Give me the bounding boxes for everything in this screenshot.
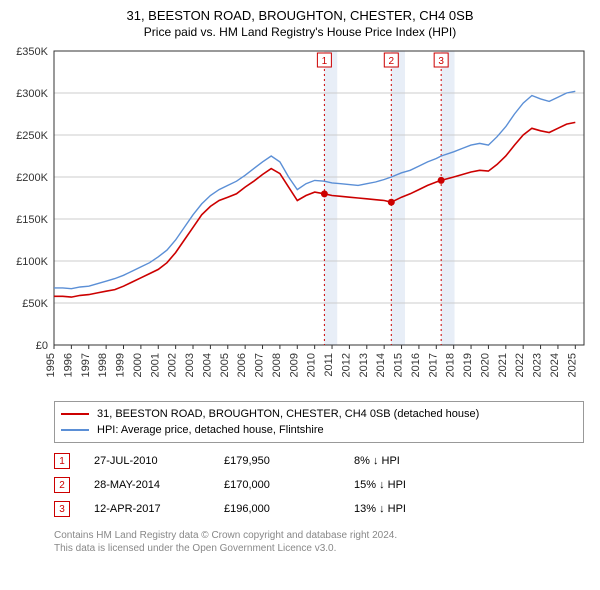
table-date: 28-MAY-2014 [94, 479, 224, 491]
x-tick-label: 1998 [97, 353, 109, 377]
legend-row: HPI: Average price, detached house, Flin… [61, 422, 577, 438]
table-row: 1 27-JUL-2010£179,9508% ↓ HPI [54, 449, 584, 473]
table-price: £170,000 [224, 479, 354, 491]
y-tick-label: £250K [16, 130, 48, 142]
chart-svg: £0 £50K £100K £150K £200K £250K £300K £350K 1995… [12, 45, 588, 395]
x-tick-label: 2022 [514, 353, 526, 377]
sale-point [438, 177, 445, 184]
x-tick-label: 2003 [184, 353, 196, 377]
x-tick-label: 2017 [427, 353, 439, 377]
x-tick-label: 2011 [323, 353, 335, 377]
x-tick-label: 2023 [532, 353, 544, 377]
legend-label: HPI: Average price, detached house, Flin… [97, 422, 324, 438]
legend-swatch [61, 413, 89, 415]
table-row: 2 28-MAY-2014£170,00015% ↓ HPI [54, 473, 584, 497]
y-tick-label: £200K [16, 172, 48, 184]
x-tick-label: 2007 [254, 353, 266, 377]
legend-label: 31, BEESTON ROAD, BROUGHTON, CHESTER, CH… [97, 406, 479, 422]
y-tick-label: £300K [16, 88, 48, 100]
x-tick-label: 2021 [497, 353, 509, 377]
x-tick-label: 2002 [167, 353, 179, 377]
table-marker-badge: 2 [54, 477, 70, 493]
x-tick-label: 2010 [306, 353, 318, 377]
y-tick-label: £100K [16, 256, 48, 268]
table-marker-badge: 3 [54, 501, 70, 517]
x-tick-label: 2001 [149, 353, 161, 377]
table-marker-badge: 1 [54, 453, 70, 469]
x-tick-label: 2013 [358, 353, 370, 377]
x-tick-label: 1997 [80, 353, 92, 377]
x-tick-label: 2014 [375, 353, 387, 377]
x-tick-label: 1996 [62, 353, 74, 377]
chart-title-line2: Price paid vs. HM Land Registry's House … [12, 25, 588, 39]
x-tick-label: 1999 [115, 353, 127, 377]
x-tick-label: 2012 [340, 353, 352, 377]
x-tick-label: 2004 [201, 353, 213, 377]
table-date: 12-APR-2017 [94, 503, 224, 515]
table-price: £179,950 [224, 455, 354, 467]
attribution-line2: This data is licensed under the Open Gov… [54, 542, 588, 555]
table-row: 3 12-APR-2017£196,00013% ↓ HPI [54, 497, 584, 521]
x-tick-label: 2015 [393, 353, 405, 377]
attribution-text: Contains HM Land Registry data © Crown c… [54, 529, 588, 555]
x-tick-label: 2006 [236, 353, 248, 377]
sale-marker-badge-label: 2 [389, 56, 395, 67]
shaded-band [441, 51, 454, 345]
table-price: £196,000 [224, 503, 354, 515]
x-tick-label: 2016 [410, 353, 422, 377]
legend-swatch [61, 429, 89, 431]
sale-point [321, 190, 328, 197]
x-tick-label: 2009 [288, 353, 300, 377]
y-tick-label: £0 [36, 340, 48, 352]
x-tick-label: 1995 [45, 353, 57, 377]
attribution-line1: Contains HM Land Registry data © Crown c… [54, 529, 588, 542]
x-tick-label: 2018 [445, 353, 457, 377]
sales-table: 1 27-JUL-2010£179,9508% ↓ HPI 2 28-MAY-2014… [54, 449, 584, 521]
legend-box: 31, BEESTON ROAD, BROUGHTON, CHESTER, CH… [54, 401, 584, 443]
chart-title-line1: 31, BEESTON ROAD, BROUGHTON, CHESTER, CH… [12, 8, 588, 23]
sale-marker-badge-label: 3 [438, 56, 444, 67]
x-tick-label: 2005 [219, 353, 231, 377]
table-pct: 15% ↓ HPI [354, 479, 484, 491]
x-tick-label: 2008 [271, 353, 283, 377]
sale-marker-badge-label: 1 [322, 56, 328, 67]
x-tick-label: 2019 [462, 353, 474, 377]
legend-row: 31, BEESTON ROAD, BROUGHTON, CHESTER, CH… [61, 406, 577, 422]
y-tick-label: £350K [16, 46, 48, 58]
series-hpi [54, 91, 575, 288]
y-tick-label: £50K [22, 298, 48, 310]
sale-point [388, 199, 395, 206]
x-tick-label: 2000 [132, 353, 144, 377]
shaded-band [324, 51, 337, 345]
x-tick-label: 2025 [566, 353, 578, 377]
table-pct: 13% ↓ HPI [354, 503, 484, 515]
x-tick-label: 2024 [549, 353, 561, 377]
x-tick-label: 2020 [479, 353, 491, 377]
table-pct: 8% ↓ HPI [354, 455, 484, 467]
price-chart: £0 £50K £100K £150K £200K £250K £300K £350K 1995… [12, 45, 588, 395]
y-tick-label: £150K [16, 214, 48, 226]
table-date: 27-JUL-2010 [94, 455, 224, 467]
